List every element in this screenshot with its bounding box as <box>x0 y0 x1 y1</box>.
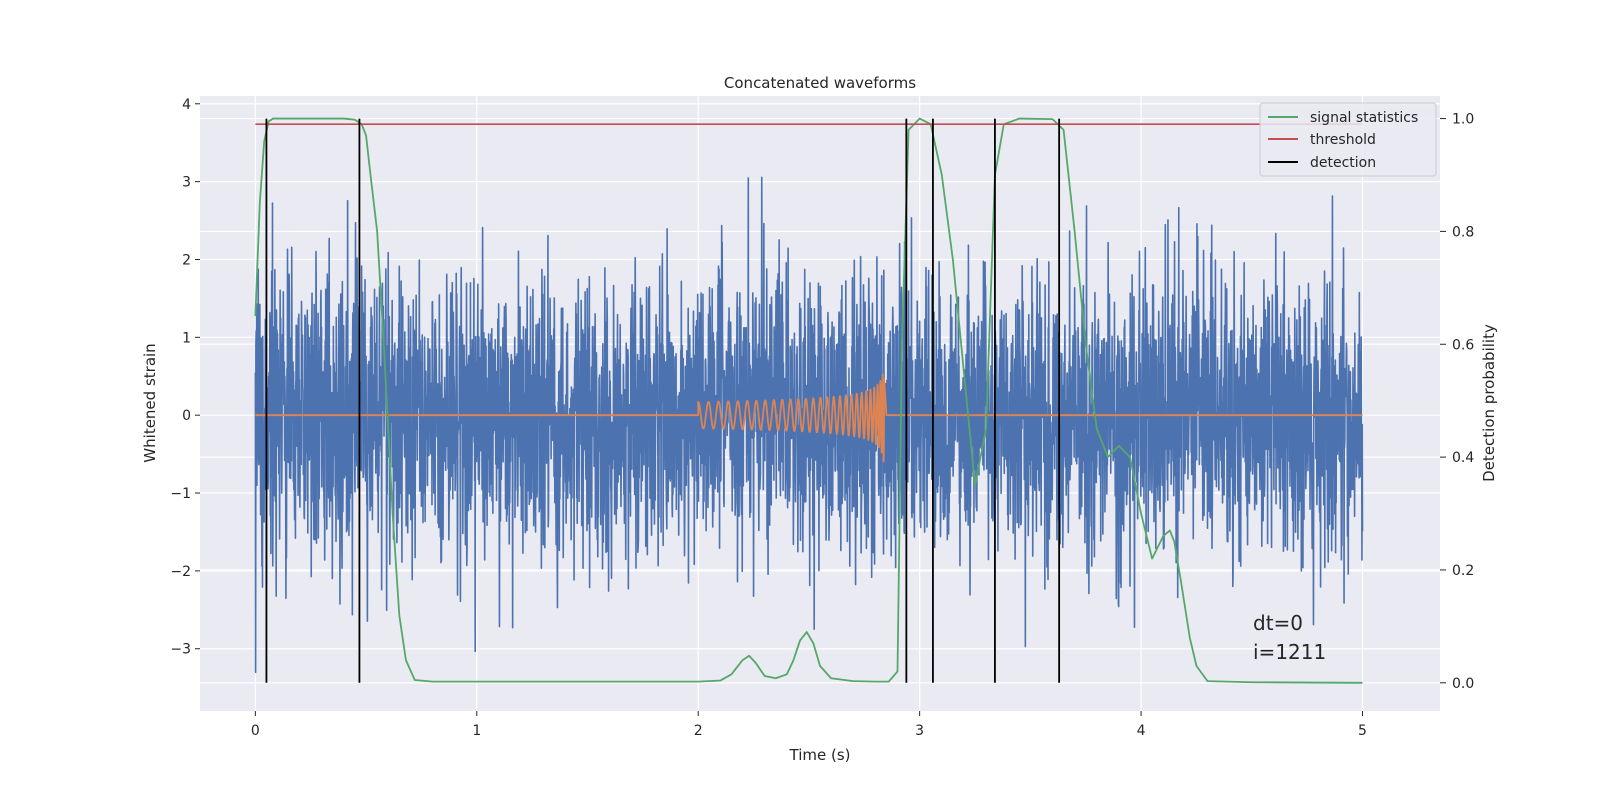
x-tick-label-4: 4 <box>1137 723 1146 739</box>
y2-axis-label: Detection probability <box>1480 324 1498 482</box>
y-tick-label-0: −3 <box>170 642 191 658</box>
y2-tick-label-3: 0.6 <box>1452 337 1474 353</box>
legend: signal statistics threshold detection <box>1259 102 1437 177</box>
legend-signal-statistics-label: signal statistics <box>1310 110 1418 126</box>
waveform-series <box>255 373 1363 463</box>
y-tick-label-3: 0 <box>182 408 191 424</box>
noise-series <box>254 176 1364 674</box>
x-axis-label: Time (s) <box>789 746 851 764</box>
y-tick-label-7: 4 <box>182 97 191 113</box>
x-tick-label-3: 3 <box>915 723 924 739</box>
annotation-dt: dt=0 <box>1253 611 1303 635</box>
chart-title: Concatenated waveforms <box>724 74 916 92</box>
y-tick-label-6: 3 <box>182 175 191 191</box>
y-tick-label-5: 2 <box>182 252 191 268</box>
x-tick-label-5: 5 <box>1358 723 1367 739</box>
y2-tick-label-4: 0.8 <box>1452 224 1474 240</box>
y-tick-label-2: −1 <box>170 486 191 502</box>
y-tick-label-4: 1 <box>182 330 191 346</box>
y2-tick-label-0: 0.0 <box>1452 676 1474 692</box>
y2-tick-label-5: 1.0 <box>1452 112 1474 128</box>
y-axis-left: −3 −2 −1 0 1 2 3 4 <box>170 97 200 658</box>
y2-tick-label-2: 0.4 <box>1452 450 1474 466</box>
legend-threshold-label: threshold <box>1310 132 1376 148</box>
y-tick-label-1: −2 <box>170 564 191 580</box>
x-tick-label-2: 2 <box>694 723 703 739</box>
x-tick-label-1: 1 <box>472 723 481 739</box>
y-axis-right: 0.0 0.2 0.4 0.6 0.8 1.0 <box>1440 112 1474 692</box>
legend-detection-label: detection <box>1310 155 1376 171</box>
y2-tick-label-1: 0.2 <box>1452 563 1474 579</box>
signal-statistics-series <box>254 117 1363 684</box>
annotation-index: i=1211 <box>1253 640 1326 664</box>
series-layer <box>254 117 1364 684</box>
y-axis-label: Whitened strain <box>141 343 159 462</box>
x-tick-label-0: 0 <box>251 723 260 739</box>
legend-box <box>1259 102 1437 177</box>
x-axis: 0 1 2 3 4 5 <box>251 711 1367 739</box>
